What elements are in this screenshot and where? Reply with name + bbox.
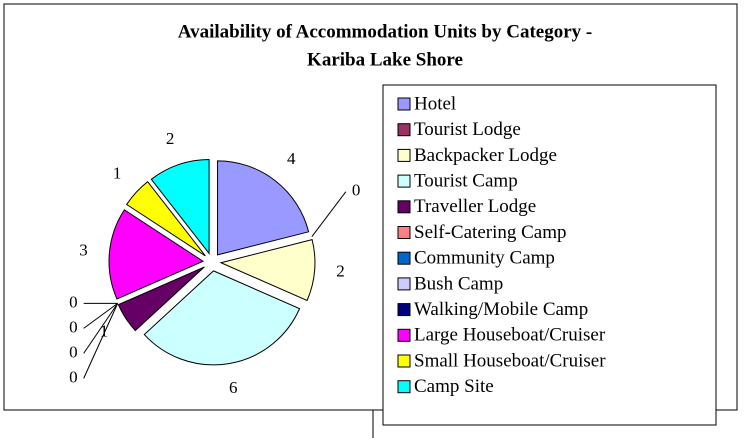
legend [382,84,717,426]
legend-swatch [397,303,411,317]
legend-label: Hotel [414,93,456,114]
legend-label: Community Camp [414,248,555,269]
data-label: 2 [336,262,345,281]
legend-label: Tourist Camp [414,170,518,191]
data-label: 0 [69,367,78,386]
legend-swatch [397,123,411,137]
legend-swatch [397,251,411,265]
pie-slice [117,266,205,332]
data-label: 0 [352,181,361,200]
legend-swatch [397,174,411,188]
legend-label: Bush Camp [414,273,503,294]
legend-label: Small Houseboat/Cruiser [414,350,606,371]
data-label: 3 [79,240,88,259]
chart-title: Availability of Accommodation Units by C… [178,21,592,42]
leader-line [83,303,119,379]
chart-title: Kariba Lake Shore [307,49,463,70]
data-label: 6 [229,378,238,397]
legend-swatch [397,97,411,111]
data-label: 0 [69,342,78,361]
legend-label: Traveller Lodge [414,196,536,217]
leader-line [311,191,347,238]
pie-slice [108,209,205,300]
pie-slice [219,239,316,302]
legend-label: Walking/Mobile Camp [414,299,588,320]
legend-swatch [397,148,411,162]
leader-line [83,303,119,354]
data-label: 2 [166,129,175,148]
legend-swatch [397,277,411,291]
data-label: 0 [69,317,78,336]
legend-swatch [397,226,411,239]
legend-swatch [397,380,411,394]
legend-label: Camp Site [414,376,494,397]
data-label: 4 [287,149,296,168]
data-label: 1 [100,321,109,340]
data-label: 1 [113,164,122,183]
pie-slice [125,181,206,257]
legend-label: Backpacker Lodge [414,145,557,166]
pie-slice [150,158,210,255]
pie-slice [143,270,301,366]
data-label: 0 [69,292,78,311]
leader-line [83,302,118,329]
legend-swatch [397,200,411,214]
legend-label: Self-Catering Camp [414,222,567,243]
legend-swatch [397,354,411,368]
legend-label: Tourist Lodge [414,119,521,140]
legend-label: Large Houseboat/Cruiser [414,325,606,346]
pie-slice [217,160,310,256]
legend-swatch [397,328,411,342]
